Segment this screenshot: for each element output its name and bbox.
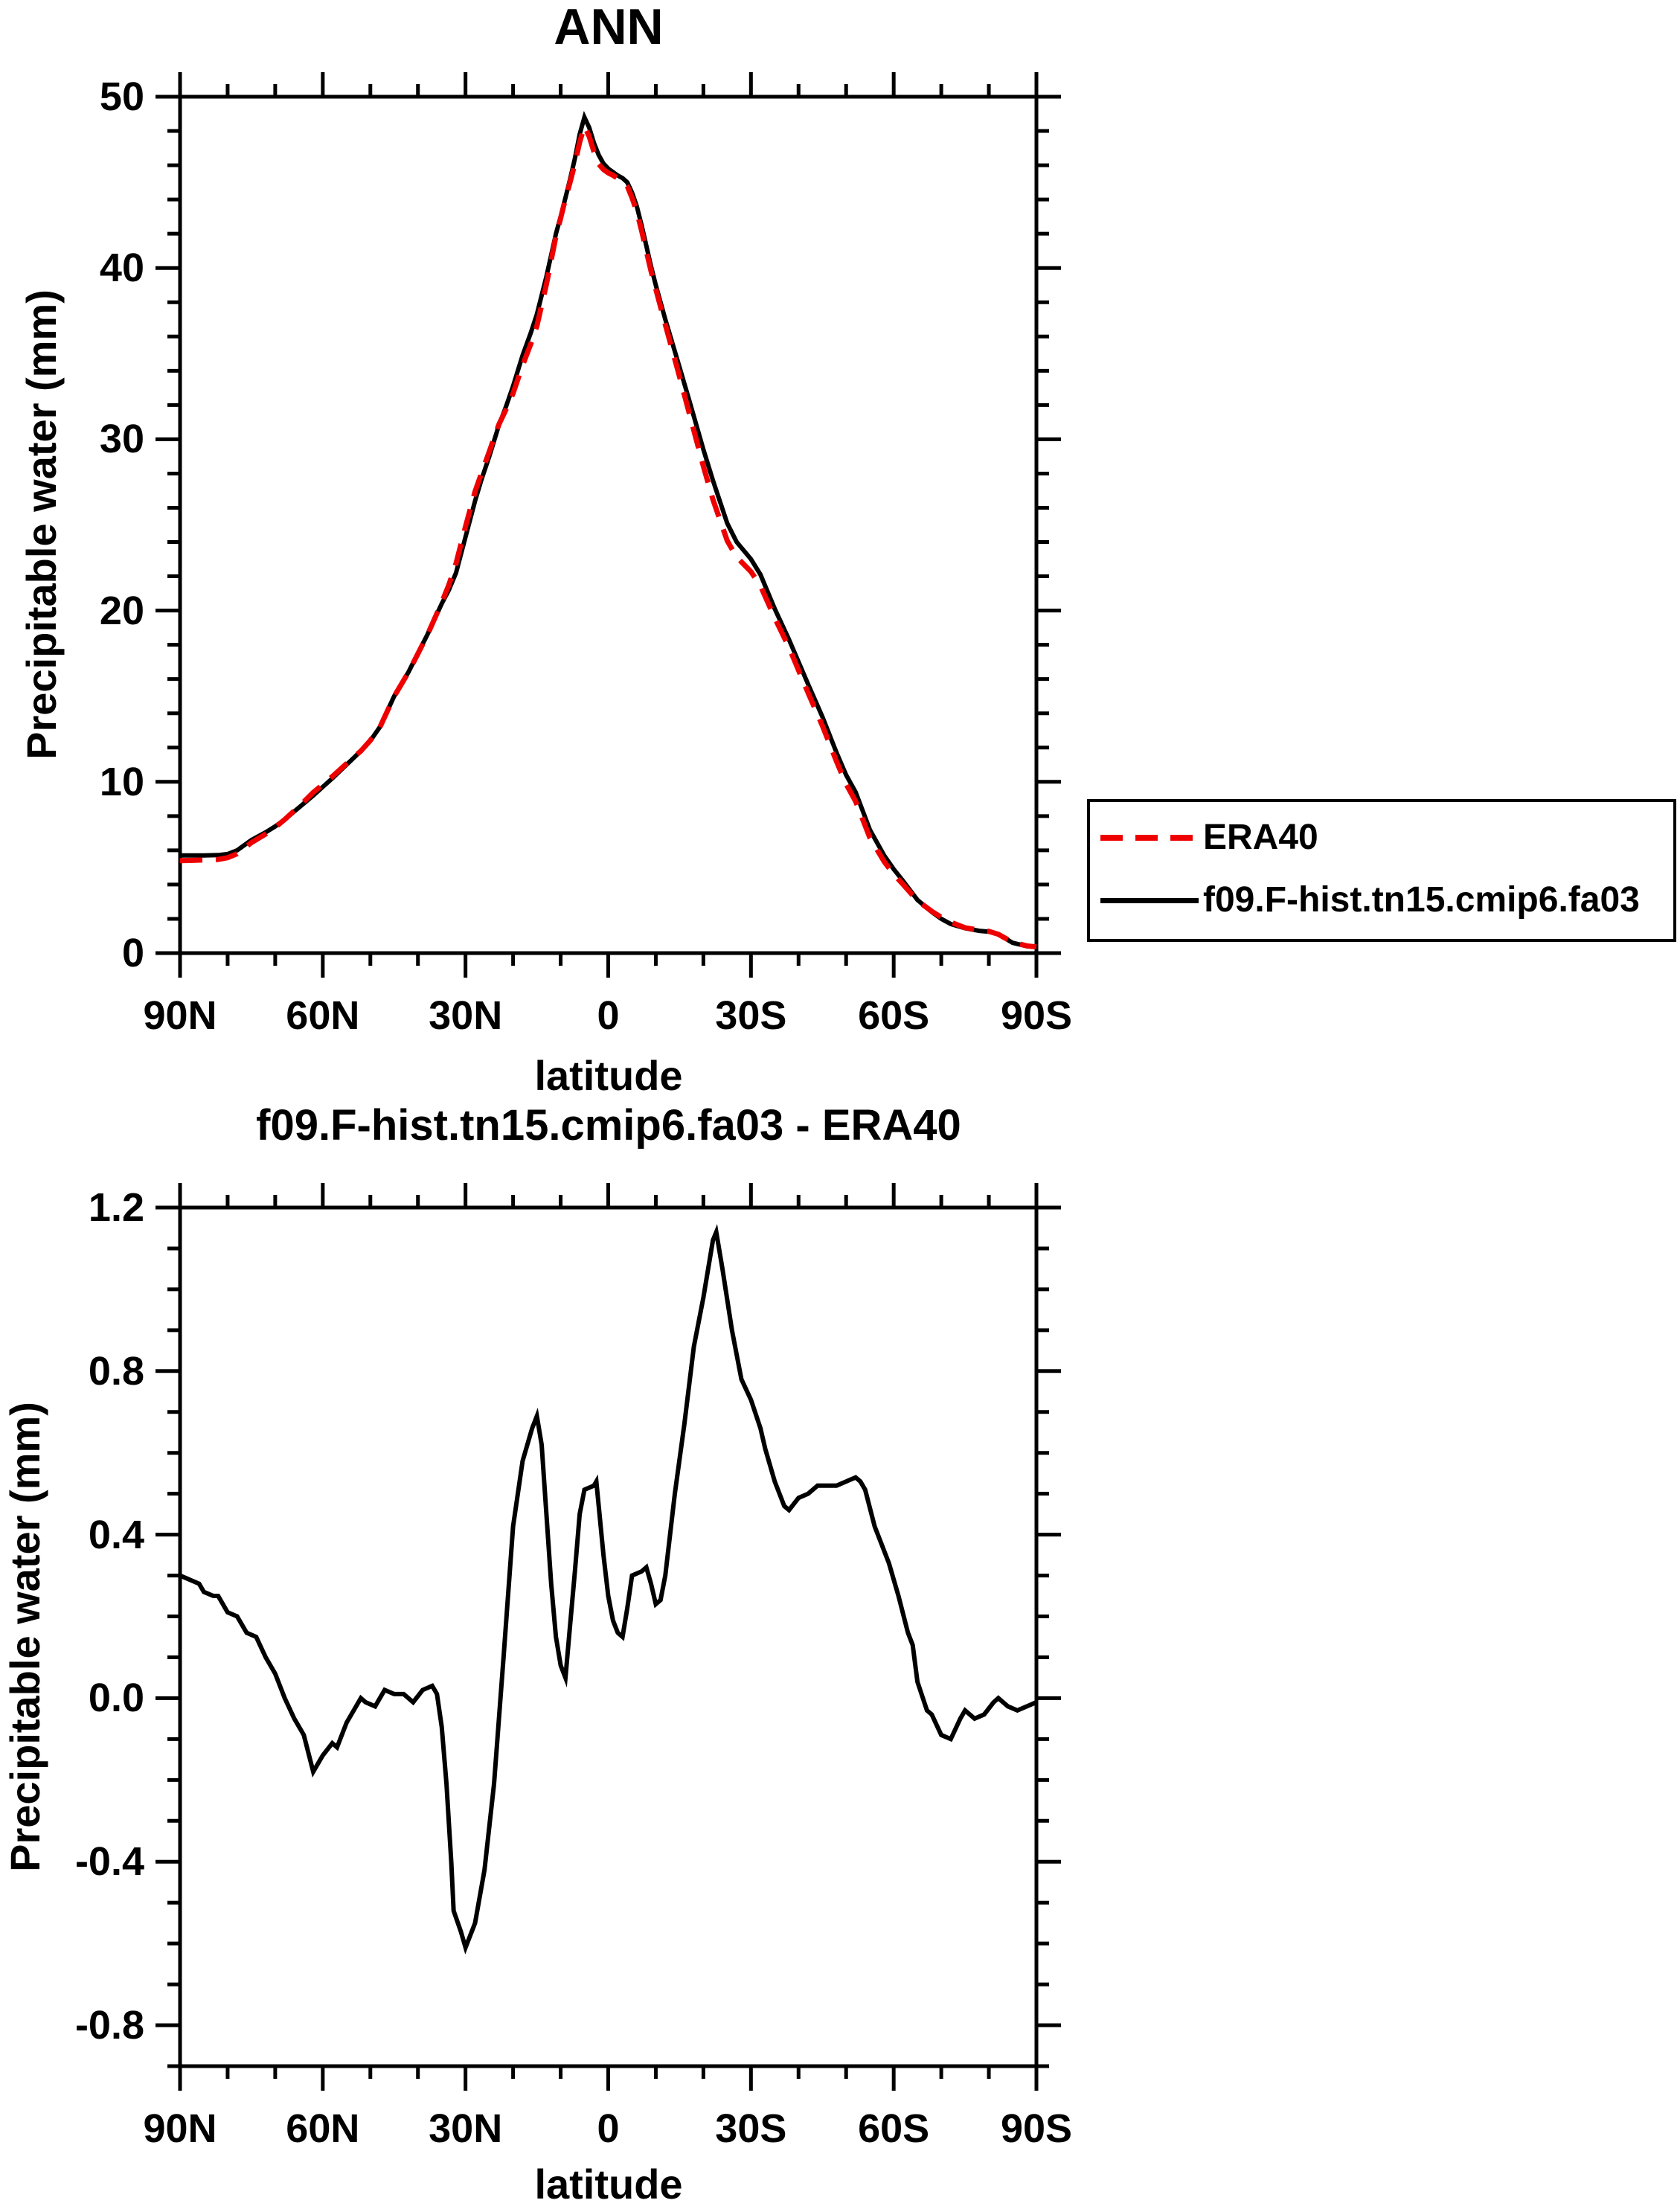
y-axis-tick-label: 1.2 bbox=[88, 1185, 144, 1230]
legend-label-model: f09.F-hist.tn15.cmip6.fa03 bbox=[1203, 880, 1640, 920]
x-axis-tick-label: 60N bbox=[286, 2106, 360, 2151]
x-axis-tick-label: 30N bbox=[429, 993, 503, 1038]
legend-label-era40: ERA40 bbox=[1203, 818, 1318, 857]
x-axis-tick-label: 90N bbox=[143, 2106, 217, 2151]
y-axis-tick-label: -0.4 bbox=[74, 1839, 144, 1885]
y-axis-tick-label: 10 bbox=[99, 759, 144, 804]
x-axis-tick-label: 60S bbox=[858, 993, 930, 1038]
bottom-panel-y-axis-label: Precipitable water (mm) bbox=[1, 1402, 48, 1872]
y-axis-tick-label: 40 bbox=[99, 246, 144, 291]
series-line-f09-f-hist-tn15-cmip6-fa03-era40 bbox=[179, 1224, 1038, 1955]
series-line-era40 bbox=[179, 118, 1037, 950]
x-axis-tick-label: 30S bbox=[715, 2106, 787, 2151]
y-axis-tick-label: 0 bbox=[121, 931, 144, 975]
y-axis-tick-label: 0.8 bbox=[88, 1348, 144, 1394]
legend-entry-era40: ERA40 bbox=[1100, 818, 1318, 857]
legend-entry-model: f09.F-hist.tn15.cmip6.fa03 bbox=[1100, 880, 1640, 920]
bottom-panel-x-axis-label: latitude bbox=[534, 2161, 683, 2208]
legend: ERA40 f09.F-hist.tn15.cmip6.fa03 bbox=[1087, 799, 1676, 942]
x-axis-tick-label: 90S bbox=[1000, 993, 1073, 1038]
y-axis-tick-label: -0.8 bbox=[74, 2003, 144, 2048]
y-axis-tick-label: 0.4 bbox=[88, 1512, 144, 1557]
y-axis-tick-label: 50 bbox=[99, 74, 144, 119]
top-panel-y-axis-label: Precipitable water (mm) bbox=[18, 289, 65, 760]
bottom-panel-title: f09.F-hist.tn15.cmip6.fa03 - ERA40 bbox=[256, 1101, 961, 1150]
y-axis-tick-label: 0.0 bbox=[88, 1676, 144, 1721]
x-axis-tick-label: 60S bbox=[858, 2106, 930, 2151]
x-axis-tick-label: 0 bbox=[597, 2106, 620, 2151]
x-axis-tick-label: 60N bbox=[286, 993, 360, 1038]
top-panel-title: ANN bbox=[554, 0, 664, 55]
era40-dashed-line-sample bbox=[1100, 835, 1199, 841]
y-axis-tick-label: 30 bbox=[99, 417, 144, 462]
series-line-f09-f-hist-tn15-cmip6-fa03 bbox=[180, 110, 1037, 949]
top-panel-x-axis-label: latitude bbox=[534, 1052, 683, 1099]
y-axis-tick-label: 20 bbox=[99, 588, 144, 633]
model-solid-line-sample bbox=[1100, 897, 1199, 903]
x-axis-tick-label: 90S bbox=[1000, 2106, 1073, 2151]
panel-1-frame bbox=[178, 94, 1039, 955]
x-axis-tick-label: 90N bbox=[143, 993, 217, 1038]
x-axis-tick-label: 0 bbox=[597, 993, 620, 1038]
x-axis-tick-label: 30N bbox=[429, 2106, 503, 2151]
x-axis-tick-label: 30S bbox=[715, 993, 787, 1038]
